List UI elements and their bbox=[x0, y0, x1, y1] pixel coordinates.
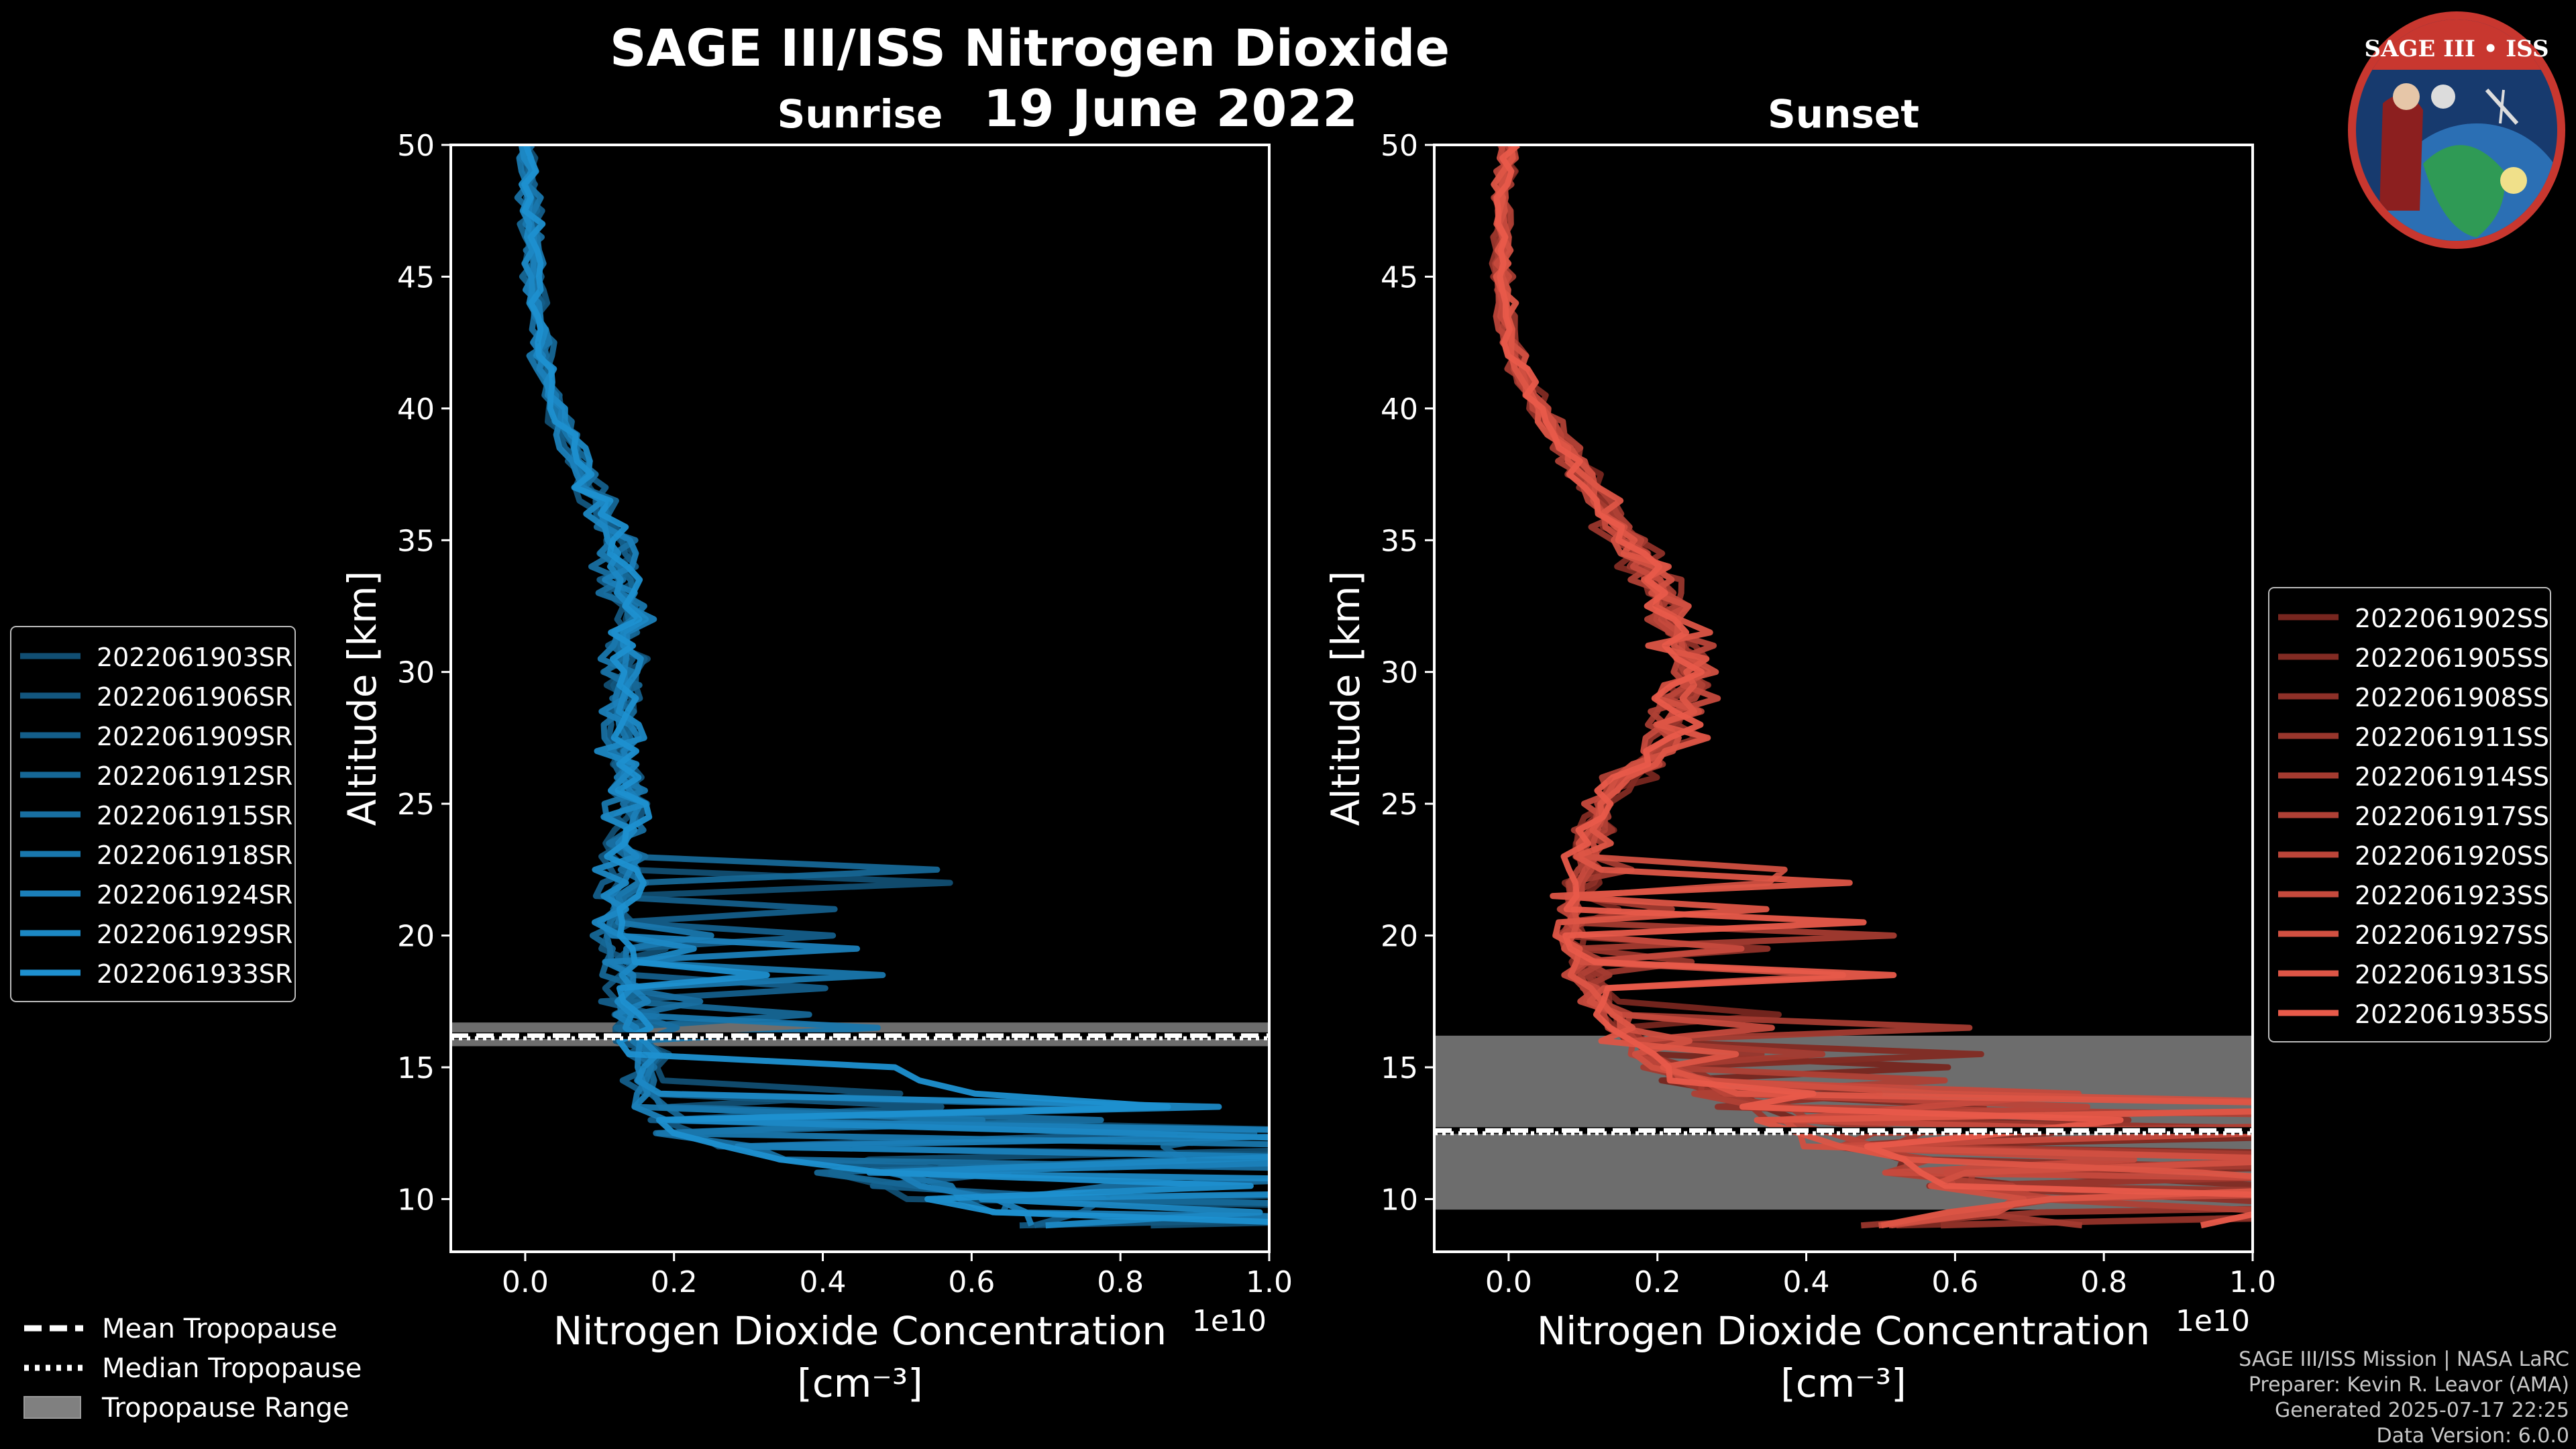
legend-label: 2022061917SS bbox=[2355, 802, 2549, 831]
y-tick-label: 45 bbox=[397, 260, 435, 294]
y-tick-label: 45 bbox=[1381, 260, 1418, 294]
y-tick-label: 25 bbox=[1381, 788, 1418, 822]
x-tick-label: 0.2 bbox=[1634, 1265, 1681, 1299]
y-tick-label: 15 bbox=[1381, 1051, 1418, 1085]
plot-area bbox=[1434, 145, 2253, 1229]
legend-label: Median Tropopause bbox=[102, 1353, 362, 1384]
x-axis-label: Nitrogen Dioxide Concentration bbox=[553, 1308, 1167, 1354]
legend-label: 2022061906SR bbox=[97, 682, 292, 712]
legend-swatch-tropopause-range bbox=[23, 1396, 81, 1419]
legend-label: 2022061903SR bbox=[97, 643, 292, 672]
legend-label: Mean Tropopause bbox=[102, 1313, 337, 1344]
legend-label: 2022061911SS bbox=[2355, 722, 2549, 752]
legend-label: 2022061929SR bbox=[97, 920, 292, 949]
y-tick-label: 50 bbox=[1381, 129, 1418, 163]
x-tick-label: 0.2 bbox=[651, 1265, 698, 1299]
x-axis-label: Nitrogen Dioxide Concentration bbox=[1537, 1308, 2150, 1354]
footer-line: Data Version: 6.0.0 bbox=[2376, 1424, 2569, 1448]
series-legend-sunrise: 2022061903SR 2022061906SR 2022061909SR 2022… bbox=[10, 626, 296, 1002]
x-tick-label: 0.8 bbox=[1097, 1265, 1144, 1299]
legend-label: 2022061902SS bbox=[2355, 604, 2549, 633]
x-tick-label: 0.0 bbox=[502, 1265, 549, 1299]
footer-line: SAGE III/ISS Mission | NASA LaRC bbox=[2239, 1348, 2569, 1371]
x-tick-label: 0.4 bbox=[1783, 1265, 1830, 1299]
x-offset-label: 1e10 bbox=[2176, 1304, 2250, 1338]
y-tick-label: 40 bbox=[1381, 392, 1418, 427]
legend-label: 2022061914SS bbox=[2355, 762, 2549, 792]
y-axis-label: Altitude [km] bbox=[339, 571, 385, 826]
axes-frame bbox=[449, 144, 1271, 1253]
panel-sunrise: Sunrise 10 15 20 25 30 35 40 45 50 0.0 0.2 0.4 0.6 0.8… bbox=[10, 91, 1293, 1406]
y-tick-label: 25 bbox=[397, 788, 435, 822]
plot-area bbox=[451, 145, 1269, 1229]
x-tick-label: 1.0 bbox=[2229, 1265, 2276, 1299]
legend-label: 2022061924SR bbox=[97, 880, 292, 910]
legend-label: 2022061918SR bbox=[97, 841, 292, 870]
legend-label: 2022061935SS bbox=[2355, 1000, 2549, 1029]
figure-title: SAGE III/ISS Nitrogen Dioxide bbox=[610, 18, 1450, 78]
figure-subtitle-date: 19 June 2022 bbox=[983, 78, 1358, 138]
legend-label: 2022061920SS bbox=[2355, 841, 2549, 871]
y-tick-label: 40 bbox=[397, 392, 435, 427]
y-tick-label: 50 bbox=[397, 129, 435, 163]
y-tick-label: 20 bbox=[397, 920, 435, 954]
sage-iii-iss-logo: SAGE III • ISS bbox=[2348, 11, 2565, 249]
y-tick-label: 15 bbox=[397, 1051, 435, 1085]
x-tick-label: 0.6 bbox=[1931, 1265, 1978, 1299]
legend-label: 2022061933SR bbox=[97, 959, 292, 989]
panel-title: Sunrise bbox=[777, 91, 943, 137]
series-legend-sunset: 2022061902SS 2022061905SS 2022061908SS 2022… bbox=[2268, 587, 2551, 1042]
legend-box bbox=[10, 626, 296, 1002]
footer-line: Generated 2025-07-17 22:25 bbox=[2274, 1399, 2569, 1422]
y-tick-label: 35 bbox=[1381, 524, 1418, 558]
x-tick-label: 0.4 bbox=[800, 1265, 847, 1299]
panel-sunset: Sunset 10 15 20 25 30 35 40 45 50 0.0 0.2 0.4 0.6 0.8 1… bbox=[1323, 91, 2551, 1406]
panel-title: Sunset bbox=[1768, 91, 1919, 137]
x-tick-label: 0.0 bbox=[1485, 1265, 1532, 1299]
x-tick-label: 0.8 bbox=[2080, 1265, 2127, 1299]
legend-label: 2022061912SR bbox=[97, 761, 292, 791]
legend-label: 2022061909SR bbox=[97, 722, 292, 751]
tropopause-legend: Mean Tropopause Median Tropopause Tropopau… bbox=[23, 1313, 362, 1424]
legend-label: 2022061927SS bbox=[2355, 920, 2549, 950]
legend-label: 2022061915SR bbox=[97, 801, 292, 830]
y-tick-label: 10 bbox=[1381, 1183, 1418, 1217]
y-tick-label: 35 bbox=[397, 524, 435, 558]
x-axis-unit: [cm⁻³] bbox=[797, 1360, 923, 1406]
y-tick-label: 30 bbox=[1381, 656, 1418, 690]
x-tick-label: 0.6 bbox=[948, 1265, 995, 1299]
legend-label: 2022061923SS bbox=[2355, 881, 2549, 910]
x-axis-unit: [cm⁻³] bbox=[1780, 1360, 1907, 1406]
axes-frame bbox=[1433, 144, 2254, 1253]
y-axis-label: Altitude [km] bbox=[1323, 571, 1368, 826]
footer-line: Preparer: Kevin R. Leavor (AMA) bbox=[2248, 1373, 2569, 1397]
legend-label: Tropopause Range bbox=[101, 1393, 350, 1424]
x-offset-label: 1e10 bbox=[1192, 1304, 1267, 1338]
x-tick-label: 1.0 bbox=[1246, 1265, 1293, 1299]
y-tick-label: 10 bbox=[397, 1183, 435, 1217]
y-tick-label: 30 bbox=[397, 656, 435, 690]
legend-label: 2022061905SS bbox=[2355, 643, 2549, 673]
legend-label: 2022061908SS bbox=[2355, 683, 2549, 712]
footer-credits: SAGE III/ISS Mission | NASA LaRC Prepare… bbox=[2239, 1347, 2569, 1449]
y-tick-label: 20 bbox=[1381, 920, 1418, 954]
legend-box bbox=[2268, 587, 2551, 1042]
logo-text: SAGE III • ISS bbox=[2364, 36, 2548, 62]
series-line-2022061933SR bbox=[521, 145, 1269, 1226]
series-line-2022061935SS bbox=[1493, 145, 2253, 1229]
legend-label: 2022061931SS bbox=[2355, 960, 2549, 989]
